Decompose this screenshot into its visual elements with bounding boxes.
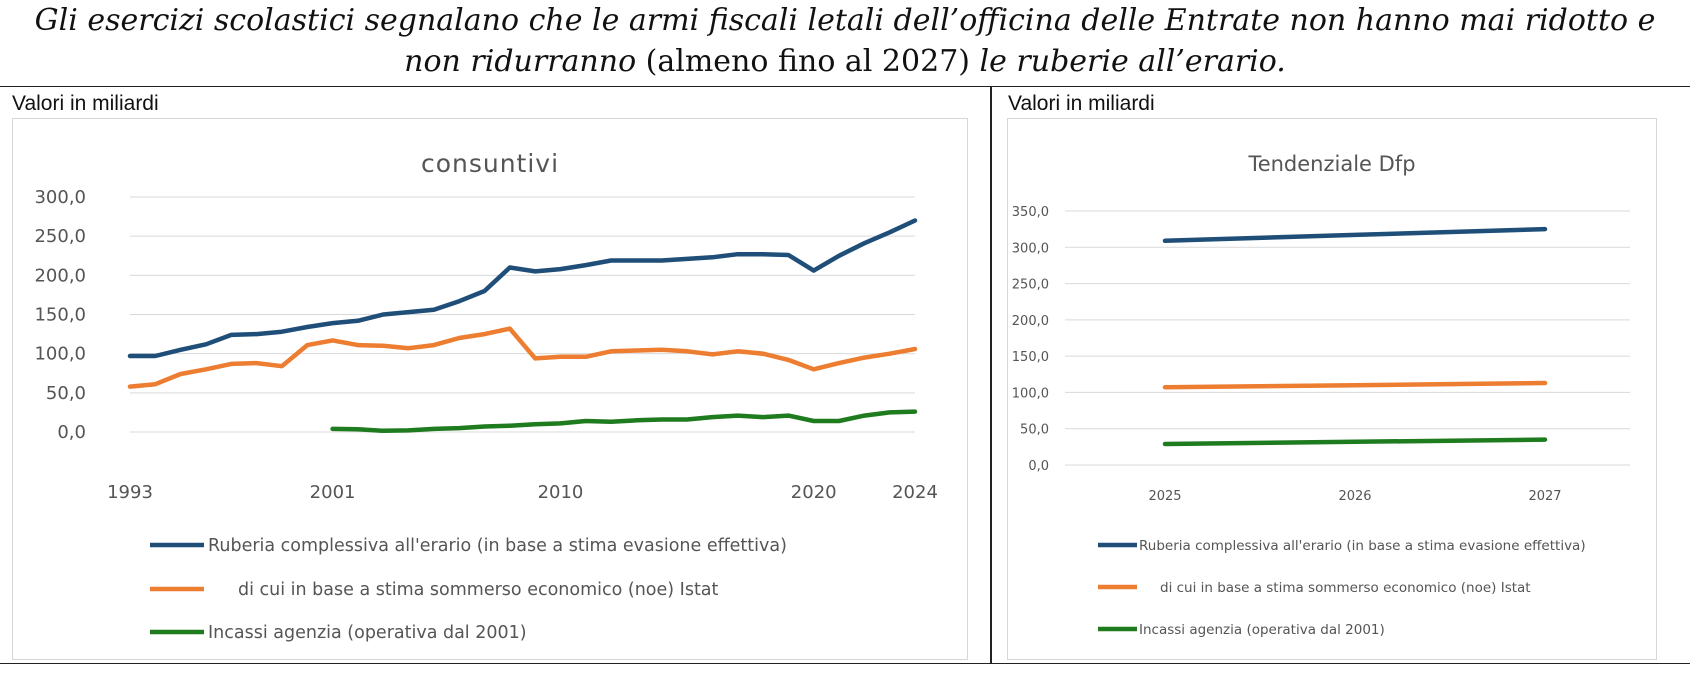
right-legend: Ruberia complessiva all'erario (in base … — [1098, 538, 1586, 638]
left-series-line-incassi — [330, 409, 918, 434]
right-gridlines — [1065, 210, 1630, 466]
right-y-axis: 0,0 50,0 100,0 150,0 200,0 250,0 300,0 350,0 — [1012, 205, 1049, 474]
left-y-tick-label: 100,0 — [34, 344, 86, 365]
left-chart-area — [12, 118, 968, 660]
right-legend-label-incassi: Incassi agenzia (operativa dal 2001) — [1139, 622, 1385, 638]
caption-line-2: non ridurranno (almeno fino al 2027) le … — [0, 41, 1690, 82]
right-unit-label: Valori in miliardi — [1008, 92, 1155, 115]
left-unit-label: Valori in miliardi — [12, 92, 159, 115]
left-series — [127, 218, 918, 434]
right-y-tick-label: 0,0 — [1028, 459, 1049, 474]
right-chart-title: Tendenziale Dfp — [1247, 152, 1415, 176]
left-x-tick-label: 1993 — [107, 482, 153, 503]
right-y-tick-label: 100,0 — [1012, 386, 1049, 401]
left-legend-label-incassi: Incassi agenzia (operativa dal 2001) — [208, 623, 527, 643]
right-legend-label-ruberia: Ruberia complessiva all'erario (in base … — [1139, 538, 1586, 554]
caption-line-2-italic-b: le ruberie all’erario. — [979, 44, 1286, 79]
left-y-tick-label: 50,0 — [46, 383, 86, 404]
left-x-tick-label: 2024 — [892, 482, 938, 503]
caption-line-2-plain: (almeno fino al 2027) — [636, 44, 980, 79]
figure-frame — [0, 86, 1690, 664]
right-chart-area — [1007, 118, 1657, 660]
panel-divider — [990, 86, 992, 664]
left-series-line-ruberia — [127, 218, 918, 359]
left-gridlines — [130, 196, 915, 433]
right-series-line-incassi — [1162, 437, 1548, 447]
left-y-tick-label: 200,0 — [34, 265, 86, 286]
right-y-tick-label: 200,0 — [1012, 314, 1049, 329]
left-y-axis: 0,0 50,0 100,0 150,0 200,0 250,0 300,0 — [34, 187, 86, 443]
right-series-line-noe — [1162, 380, 1548, 390]
right-series — [1162, 226, 1548, 447]
figure-caption: Gli esercizi scolastici segnalano che le… — [0, 0, 1690, 82]
left-y-tick-label: 0,0 — [57, 422, 86, 443]
right-legend-label-noe: di cui in base a stima sommerso economic… — [1160, 580, 1531, 596]
right-y-tick-label: 350,0 — [1012, 205, 1049, 220]
left-x-tick-label: 2020 — [791, 482, 837, 503]
left-x-axis: 1993 2001 2010 2020 2024 — [107, 482, 938, 503]
left-legend-label-noe: di cui in base a stima sommerso economic… — [238, 580, 719, 600]
left-y-tick-label: 300,0 — [34, 187, 86, 208]
right-x-axis: 2025 2026 2027 — [1148, 489, 1561, 504]
right-y-tick-label: 300,0 — [1012, 241, 1049, 256]
right-y-tick-label: 50,0 — [1020, 423, 1049, 438]
right-x-tick-label: 2027 — [1528, 489, 1561, 504]
left-chart-title: consuntivi — [421, 149, 559, 178]
right-x-tick-label: 2026 — [1338, 489, 1371, 504]
left-y-tick-label: 250,0 — [34, 226, 86, 247]
right-y-tick-label: 250,0 — [1012, 278, 1049, 293]
left-series-line-noe — [127, 326, 918, 389]
left-legend: Ruberia complessiva all'erario (in base … — [150, 536, 787, 643]
caption-line-1-text: Gli esercizi scolastici segnalano che le… — [34, 3, 1656, 38]
left-x-tick-label: 2001 — [310, 482, 356, 503]
left-y-tick-label: 150,0 — [34, 305, 86, 326]
left-legend-label-ruberia: Ruberia complessiva all'erario (in base … — [208, 536, 787, 556]
right-x-tick-label: 2025 — [1148, 489, 1181, 504]
left-x-tick-label: 2010 — [538, 482, 584, 503]
caption-line-1: Gli esercizi scolastici segnalano che le… — [0, 0, 1690, 41]
right-y-tick-label: 150,0 — [1012, 350, 1049, 365]
right-series-line-ruberia — [1162, 226, 1548, 244]
caption-line-2-italic-a: non ridurranno — [404, 44, 637, 79]
